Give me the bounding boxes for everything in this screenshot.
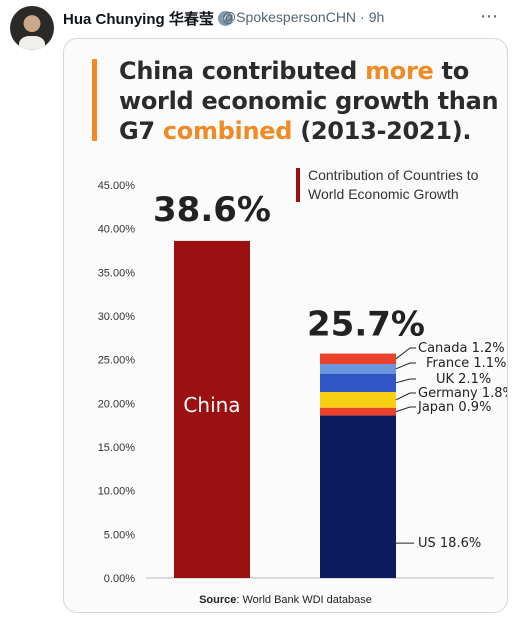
bar-segment-germany <box>320 391 396 408</box>
segment-label: Germany 1.8% <box>418 386 507 401</box>
bar-segment-china <box>174 240 250 579</box>
segment-label: UK 2.1% <box>436 372 491 387</box>
y-tick-label: 25.00% <box>98 355 136 367</box>
headline-text: to world economic growth than G7 <box>119 57 499 145</box>
legend-label: Contribution of Countries to World Econo… <box>308 167 479 202</box>
y-tick-label: 35.00% <box>98 267 136 279</box>
source-text: : World Bank WDI database <box>236 594 372 606</box>
more-horizontal-icon[interactable]: ⋯ <box>480 6 499 26</box>
legend-swatch <box>296 168 300 202</box>
y-tick-label: 15.00% <box>98 442 136 454</box>
source-label: Source <box>199 594 237 606</box>
y-tick-label: 30.00% <box>98 311 136 323</box>
y-tick-label: 45.00% <box>98 180 136 192</box>
bar-total-label: 25.7% <box>307 305 425 345</box>
separator-dot: · <box>360 9 365 25</box>
display-name[interactable]: Hua Chunying 华春莹 ✓ <box>63 8 233 29</box>
accent-bar <box>92 59 97 141</box>
bar-inside-label: China <box>183 393 240 417</box>
tweet-header: Hua Chunying 华春莹 ✓ @SpokespersonCHN · 9h… <box>0 0 517 50</box>
headline-text: China contributed <box>119 57 366 85</box>
y-tick-label: 40.00% <box>98 224 136 236</box>
y-tick-label: 5.00% <box>104 529 135 541</box>
bar-segment-france <box>320 364 396 374</box>
segment-label: Canada 1.2% <box>418 341 505 356</box>
y-tick-label: 0.00% <box>104 573 135 585</box>
author-name[interactable]: Hua Chunying 华春莹 <box>63 11 214 28</box>
headline-text: (2013-2021). <box>292 117 472 145</box>
stacked-bar-chart: 0.00% 5.00% 10.00% 15.00% 20.00% 25.00% 30.00%… <box>98 180 507 585</box>
leader-line <box>395 378 411 384</box>
segment-label: France 1.1% <box>426 356 506 371</box>
tweet-media-image[interactable]: China contributed more to world economic… <box>63 38 508 613</box>
avatar[interactable] <box>10 6 54 50</box>
bar-segment-canada <box>320 353 396 365</box>
chart-legend: Contribution of Countries to World Econo… <box>296 166 507 204</box>
y-tick-label: 20.00% <box>98 398 136 410</box>
author-handle[interactable]: @SpokespersonCHN <box>222 9 357 25</box>
verified-badge-icon: ✓ <box>217 11 233 26</box>
y-tick-label: 10.00% <box>98 486 136 498</box>
leader-line <box>395 406 411 413</box>
leader-line <box>395 347 411 360</box>
timestamp[interactable]: 9h <box>368 9 385 25</box>
leader-line <box>395 362 411 370</box>
segment-label: Japan 0.9% <box>417 400 491 415</box>
leader-line <box>395 392 411 401</box>
infographic-headline: China contributed more to world economic… <box>119 56 499 146</box>
bar-segment-japan <box>320 407 396 416</box>
source-line: Source: World Bank WDI database <box>64 594 507 606</box>
bar-total-label: 38.6% <box>153 190 271 230</box>
bar-segment-uk <box>320 373 396 392</box>
headline-highlight: more <box>365 57 434 85</box>
segment-label: US 18.6% <box>418 536 481 551</box>
bar-segment-us <box>320 415 396 578</box>
headline-highlight: combined <box>162 117 293 145</box>
handle-line: @SpokespersonCHN · 9h <box>222 9 384 25</box>
